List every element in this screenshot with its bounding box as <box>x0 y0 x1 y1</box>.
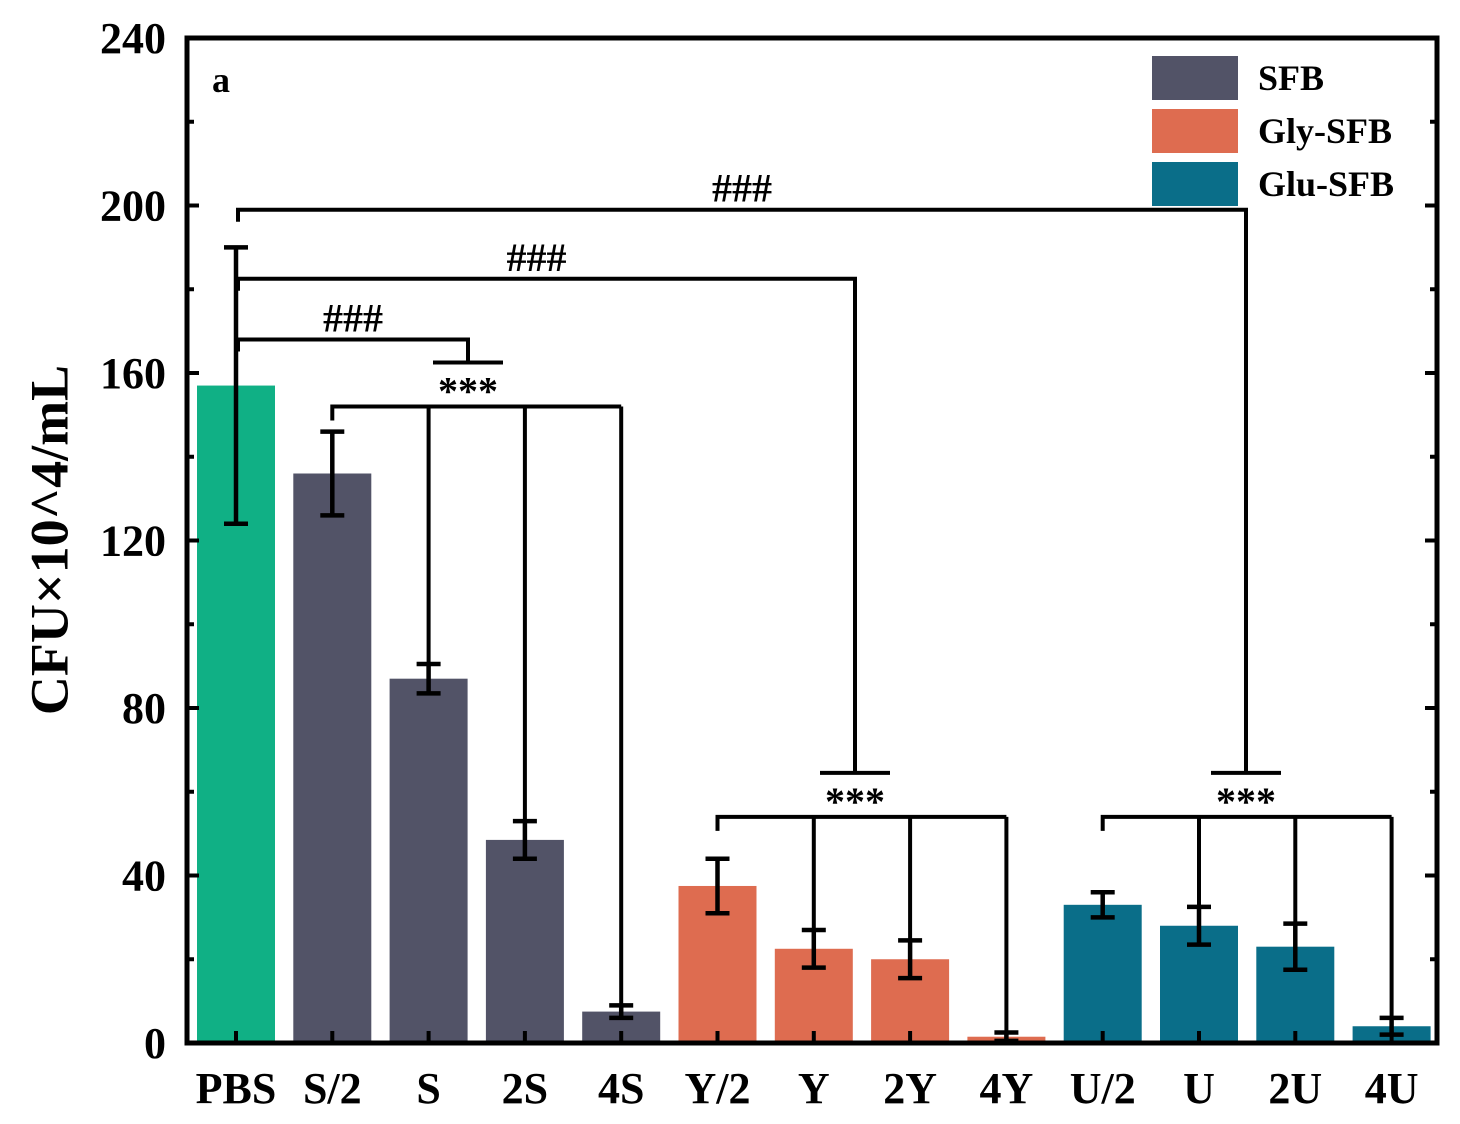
bar-s-half2 <box>293 473 372 1043</box>
y-axis-label: CFU×10^4/mL <box>19 365 79 715</box>
error-bars <box>224 245 1404 1044</box>
error-bar-y <box>801 927 826 970</box>
star-label-sfb: *** <box>438 369 498 414</box>
x-tick-label: Y/2 <box>685 1064 751 1113</box>
error-bar-pbs <box>224 245 248 526</box>
y-tick-label: 240 <box>100 14 166 63</box>
legend-swatch-sfb <box>1152 56 1238 100</box>
x-tick-label: U <box>1183 1064 1215 1113</box>
hash-bracket-sfb <box>236 337 470 363</box>
hash-bracket-glu-sfb <box>236 207 1248 773</box>
legend-swatch-glu-sfb <box>1152 162 1238 206</box>
x-tick-label: 4S <box>598 1064 644 1113</box>
star-label-glu-sfb: *** <box>1216 779 1276 824</box>
x-tick-label: Y <box>798 1064 830 1113</box>
x-tick-label: S <box>416 1064 440 1113</box>
x-tick-label: 2S <box>502 1064 548 1113</box>
legend-swatch-gly-sfb <box>1152 109 1238 153</box>
star-bracket-sfb <box>330 404 624 1006</box>
x-tick-label: PBS <box>196 1064 277 1113</box>
x-axis-labels: PBS S/2 S 2S 4S Y/2 Y 2Y 4Y U/2 U 2U 4U <box>196 1031 1419 1113</box>
error-bar-u-half2 <box>1090 890 1115 920</box>
error-bar-s-half2 <box>320 429 345 518</box>
bar-s <box>389 678 468 1043</box>
y-tick-label: 80 <box>122 684 166 733</box>
hash-label-glu-sfb: ### <box>712 166 772 211</box>
legend-label-sfb: SFB <box>1258 58 1324 98</box>
bars <box>197 385 1431 1043</box>
hash-label-gly-sfb: ### <box>507 235 567 280</box>
y-tick-label: 200 <box>100 182 166 231</box>
legend-label-glu-sfb: Glu-SFB <box>1258 164 1394 204</box>
hash-bracket-gly-sfb <box>236 276 857 773</box>
x-tick-label: 2Y <box>883 1064 937 1113</box>
x-tick-label: S/2 <box>303 1064 362 1113</box>
y-tick-label: 0 <box>144 1019 166 1068</box>
y-axis-ticks: 0 40 80 120 160 200 240 <box>100 14 1437 1068</box>
star-label-gly-sfb: *** <box>825 779 885 824</box>
error-bar-2s <box>512 818 537 861</box>
hash-label-sfb: ### <box>323 296 383 341</box>
legend: SFB Gly-SFB Glu-SFB <box>1152 56 1394 206</box>
panel-label: a <box>212 60 230 100</box>
y-tick-label: 160 <box>100 349 166 398</box>
bar-2s <box>485 839 564 1043</box>
bar-u-half2 <box>1063 904 1142 1043</box>
y-tick-label: 40 <box>122 852 166 901</box>
star-bracket-glu-sfb <box>1100 814 1394 1018</box>
legend-label-gly-sfb: Gly-SFB <box>1258 111 1392 151</box>
x-tick-label: U/2 <box>1070 1064 1136 1113</box>
significance-brackets: *** *** *** ### ### ### <box>236 166 1394 1033</box>
x-tick-label: 4Y <box>980 1064 1034 1113</box>
star-bracket-gly-sfb <box>715 814 1009 1033</box>
x-tick-label: 4U <box>1365 1064 1419 1113</box>
y-tick-label: 120 <box>100 517 166 566</box>
x-tick-label: 2U <box>1268 1064 1322 1113</box>
error-bar-y-half2 <box>705 856 730 916</box>
